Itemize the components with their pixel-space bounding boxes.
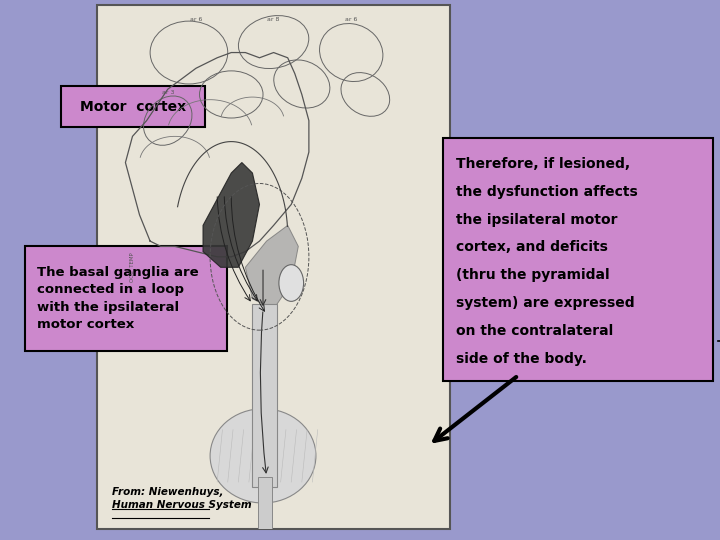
Text: ar 8: ar 8 [267,17,280,22]
Text: (thru the pyramidal: (thru the pyramidal [456,268,609,282]
Polygon shape [203,163,259,267]
Circle shape [279,265,304,301]
Text: ar 6: ar 6 [190,17,202,22]
FancyBboxPatch shape [25,246,227,351]
Text: From: Niewenhuys,      The
Human Nervous System: From: Niewenhuys, The Human Nervous Syst… [112,487,266,510]
FancyBboxPatch shape [258,477,272,529]
FancyBboxPatch shape [61,86,205,127]
Ellipse shape [210,409,316,503]
FancyBboxPatch shape [97,5,450,529]
Text: the ipsilateral motor: the ipsilateral motor [456,213,617,227]
Text: The basal ganglia are
connected in a loop
with the ipsilateral
motor cortex: The basal ganglia are connected in a loo… [37,266,199,331]
Text: Therefore, if lesioned,: Therefore, if lesioned, [456,157,630,171]
Text: ar 3: ar 3 [161,90,174,96]
FancyBboxPatch shape [443,138,713,381]
Text: Motor  cortex: Motor cortex [80,100,186,113]
FancyBboxPatch shape [253,304,277,487]
Text: on the contralateral: on the contralateral [456,324,613,338]
Text: system) are expressed: system) are expressed [456,296,634,310]
Text: ar 6: ar 6 [345,17,357,22]
Polygon shape [246,225,298,309]
Text: OCC  TEMP: OCC TEMP [130,252,135,282]
Text: side of the body.: side of the body. [456,352,587,366]
Text: the dysfunction affects: the dysfunction affects [456,185,637,199]
Text: cortex, and deficits: cortex, and deficits [456,240,608,254]
